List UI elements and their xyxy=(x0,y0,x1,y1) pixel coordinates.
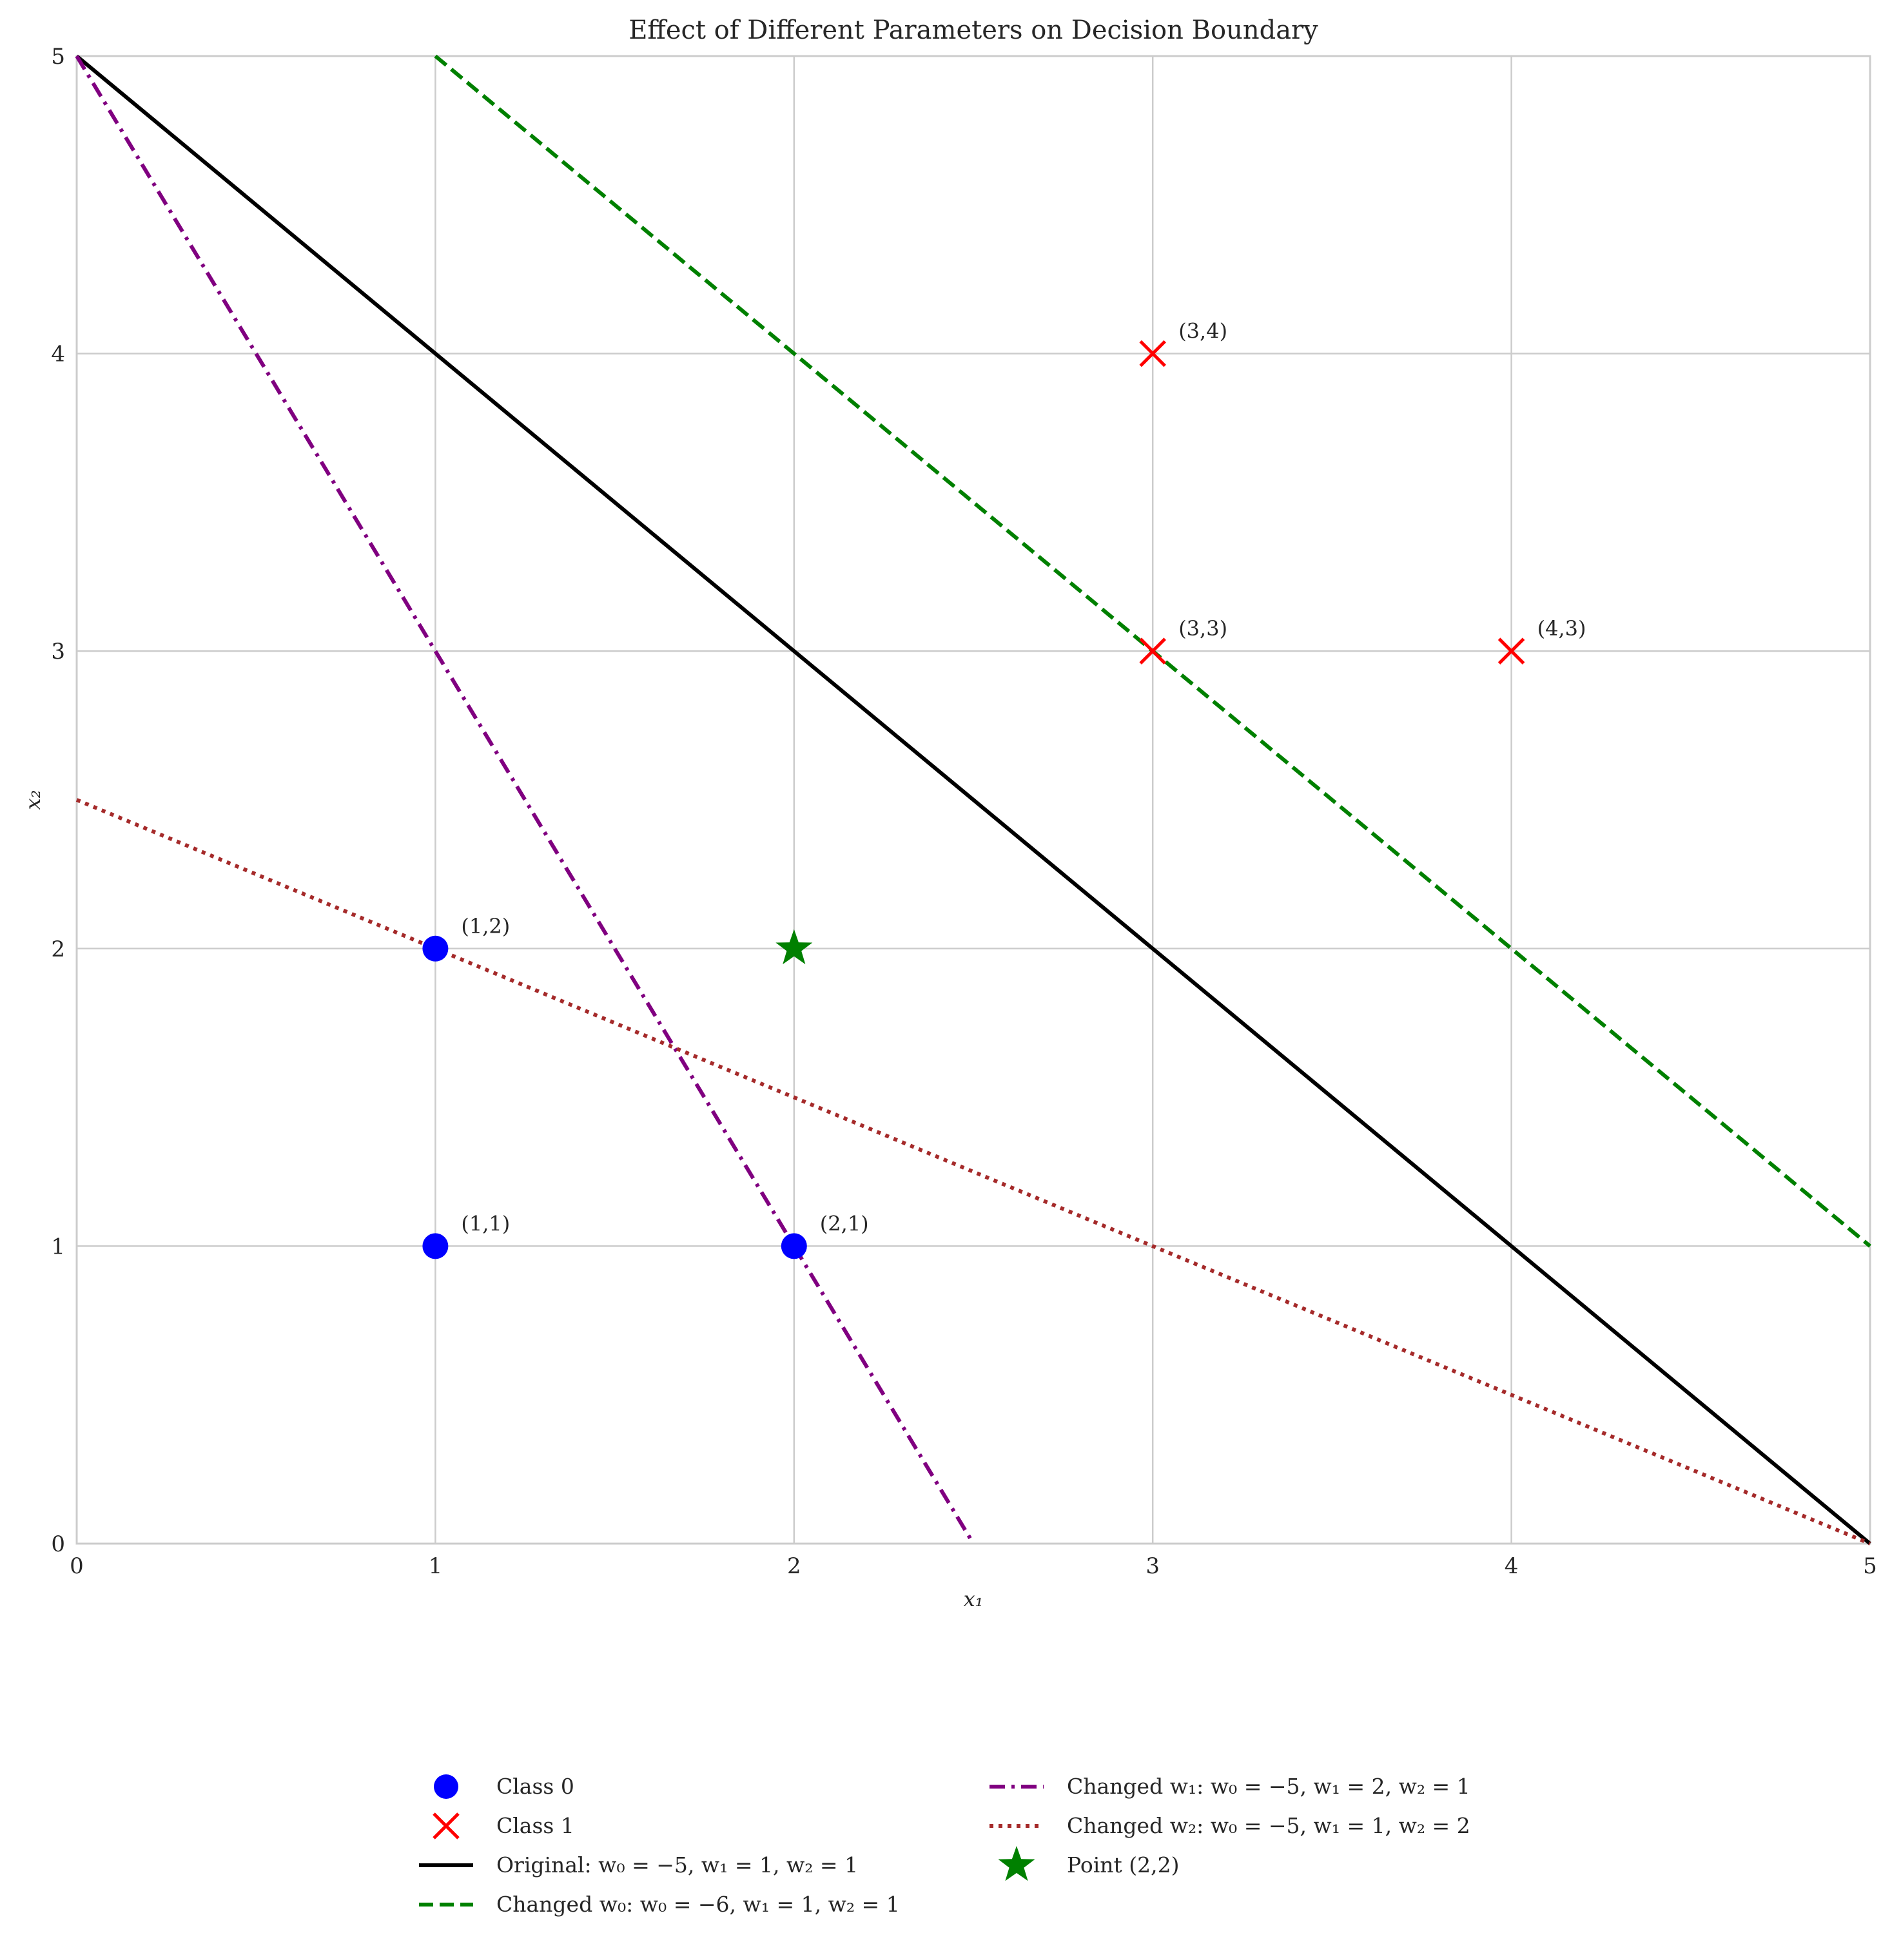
legend-label: Changed w₀: w₀ = −6, w₁ = 1, w₂ = 1 xyxy=(496,1892,900,1917)
legend-label: Changed w₂: w₀ = −5, w₁ = 1, w₂ = 2 xyxy=(1067,1813,1470,1838)
legend-entry: Changed w₁: w₀ = −5, w₁ = 2, w₂ = 1 xyxy=(989,1774,1470,1799)
point-x xyxy=(1139,340,1166,367)
legend-entry: Class 1 xyxy=(433,1812,574,1839)
x-tick-label: 3 xyxy=(1145,1553,1160,1579)
grid xyxy=(77,56,1870,1544)
boundary-lines xyxy=(75,54,1871,1546)
legend-swatch-circle xyxy=(434,1774,458,1799)
legend: Class 0 Class 1 Original: w₀ = −5, w₁ = 1,… xyxy=(419,1774,1470,1917)
legend-entry: Changed w₀: w₀ = −6, w₁ = 1, w₂ = 1 xyxy=(419,1892,900,1917)
y-tick-label: 0 xyxy=(51,1531,65,1557)
legend-entry: Changed w₂: w₀ = −5, w₁ = 1, w₂ = 2 xyxy=(989,1813,1470,1838)
legend-label: Changed w₁: w₀ = −5, w₁ = 2, w₂ = 1 xyxy=(1067,1774,1470,1799)
legend-label: Point (2,2) xyxy=(1067,1852,1180,1878)
tick-labels: 0 1 2 3 4 5 0 1 2 3 4 5 xyxy=(51,44,1877,1579)
legend-entry: Point (2,2) xyxy=(998,1846,1180,1881)
x-tick-label: 4 xyxy=(1505,1553,1519,1579)
x-axis-label: x₁ xyxy=(964,1587,984,1611)
y-tick-label: 5 xyxy=(51,44,65,70)
y-axis-label: x₂ xyxy=(21,790,45,810)
point-circle xyxy=(422,1233,449,1259)
legend-entry: Class 0 xyxy=(434,1774,574,1799)
legend-label: Class 0 xyxy=(496,1774,574,1799)
point-annotation: (3,3) xyxy=(1178,616,1227,641)
point-annotation: (4,3) xyxy=(1537,616,1586,641)
point-annotation: (3,4) xyxy=(1178,319,1227,344)
y-tick-label: 4 xyxy=(51,342,65,367)
legend-entry: Original: w₀ = −5, w₁ = 1, w₂ = 1 xyxy=(419,1852,858,1878)
x-tick-label: 0 xyxy=(70,1553,84,1579)
x-tick-label: 1 xyxy=(429,1553,443,1579)
x-tick-label: 2 xyxy=(787,1553,801,1579)
point-circle xyxy=(781,1233,807,1259)
point-star xyxy=(775,929,813,965)
point-annotation: (1,2) xyxy=(461,914,510,938)
x-tick-label: 5 xyxy=(1863,1553,1877,1579)
point-circle xyxy=(422,935,449,962)
chart-title: Effect of Different Parameters on Decisi… xyxy=(629,15,1318,45)
legend-swatch-star xyxy=(998,1846,1035,1881)
point-x xyxy=(1497,637,1525,665)
point-annotation: (2,1) xyxy=(820,1211,869,1236)
point-annotations: (1,1) (2,1) (1,2) (3,3) (4,3) (3,4) xyxy=(461,319,1586,1236)
legend-label: Class 1 xyxy=(496,1813,574,1838)
y-tick-label: 1 xyxy=(51,1234,65,1259)
boundary-line-solid xyxy=(75,54,1871,1546)
point-x xyxy=(1139,637,1166,665)
boundary-line-dotted xyxy=(75,798,1871,1546)
legend-swatch-x xyxy=(433,1812,460,1839)
legend-label: Original: w₀ = −5, w₁ = 1, w₂ = 1 xyxy=(496,1852,858,1878)
y-tick-label: 3 xyxy=(51,639,65,665)
y-tick-label: 2 xyxy=(51,936,65,962)
data-points xyxy=(422,340,1525,1259)
point-annotation: (1,1) xyxy=(461,1211,510,1236)
boundary-line-dashdot xyxy=(75,55,975,1545)
